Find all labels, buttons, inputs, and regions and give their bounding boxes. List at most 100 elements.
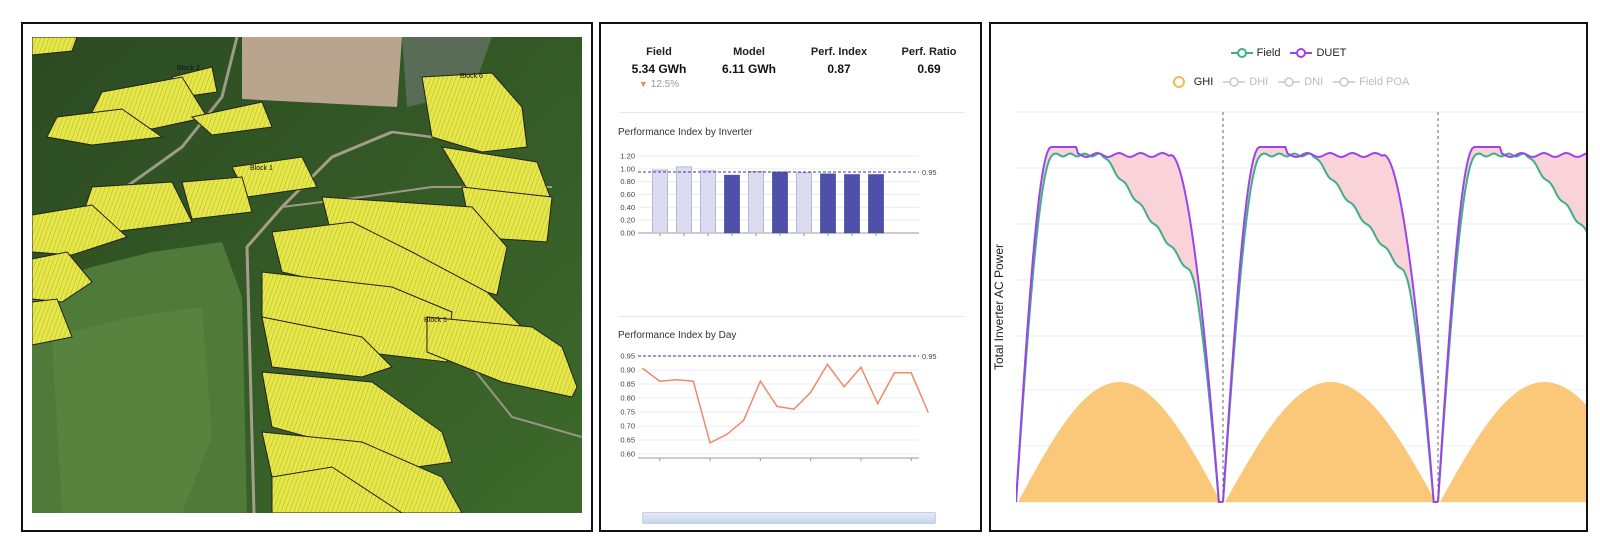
day-point (860, 366, 862, 368)
y-tick-label: 0.90 (620, 366, 635, 375)
divider (619, 112, 964, 113)
legend-circle-icon (1172, 76, 1185, 88)
day-point (759, 380, 762, 382)
duet-series-line (1016, 146, 1223, 503)
reference-label: 0.95 (922, 168, 937, 177)
plot-area (1016, 112, 1586, 503)
road (471, 366, 582, 438)
day-point (910, 372, 913, 374)
kpi-summary: Field 5.34 GWh ▼ 12.5% Model 6.11 GWh Per… (609, 46, 974, 106)
inverter-bar (676, 166, 692, 234)
ac-power-panel: Total Inverter AC Power Field DUET GHI D… (989, 22, 1588, 532)
legend-label: DNI (1304, 76, 1324, 88)
day-point (809, 391, 812, 394)
field-series-line (1222, 152, 1438, 503)
legend-line-icon (1223, 77, 1246, 87)
day-point (876, 402, 879, 405)
y-tick-label: 1.00 (620, 164, 635, 173)
day-point (843, 386, 845, 388)
inverter-bar (844, 174, 860, 234)
divider (619, 316, 964, 317)
inverter-bar (724, 174, 740, 234)
performance-kpi-panel: Field 5.34 GWh ▼ 12.5% Model 6.11 GWh Per… (599, 22, 982, 532)
kpi-label: Perf. Index (810, 46, 868, 58)
day-series-line (642, 363, 929, 444)
down-triangle-icon: ▼ (638, 79, 648, 89)
inverter-bar-chart: 1.20 1.00 0.80 0.60 0.40 0.20 0.00 0.95 (620, 152, 937, 238)
ghi-area (1440, 382, 1586, 502)
legend-line-icon (1230, 48, 1253, 58)
legend-top: Field DUET (991, 47, 1586, 59)
inverter-chart-title: Performance Index by Inverter (618, 127, 753, 138)
day-point (658, 380, 661, 382)
legend-item-field[interactable]: Field (1230, 47, 1281, 59)
inverter-bar (820, 173, 836, 234)
day-point (826, 363, 829, 366)
range-scrollbar[interactable] (642, 512, 936, 524)
day-point (893, 372, 896, 374)
day-point (692, 380, 695, 382)
day-point (675, 379, 678, 381)
satellite-map[interactable]: Block 2 Block 6 Block 1 Block 5 (32, 37, 582, 513)
legend-label: DUET (1316, 47, 1347, 59)
day-point (927, 411, 929, 413)
day-point (709, 442, 711, 444)
ghi-area (1018, 382, 1221, 502)
day-point (726, 433, 728, 436)
legend-label: Field POA (1359, 76, 1410, 88)
block-label: Block 1 (250, 165, 273, 172)
ghi-area (1225, 382, 1436, 502)
y-tick-label: 0.40 (620, 203, 635, 212)
day-point (642, 367, 644, 370)
legend-label: Field (1256, 47, 1281, 59)
reference-label: 0.95 (922, 352, 937, 361)
grass-field-light (52, 307, 212, 513)
kpi-perf-index: Perf. Index 0.87 (794, 46, 884, 76)
kpi-value: 6.11 GWh (721, 62, 777, 76)
y-tick-label: 0.60 (620, 190, 635, 199)
kpi-value: 0.87 (827, 62, 851, 76)
block-label: Block 2 (177, 65, 200, 72)
legend-item-duet[interactable]: DUET (1290, 47, 1346, 59)
satellite-map-panel[interactable]: Block 2 Block 6 Block 1 Block 5 (21, 22, 593, 532)
y-tick-label: 0.95 (620, 352, 635, 361)
kpi-label: Field (646, 46, 672, 58)
inverter-bar (700, 170, 716, 234)
day-line-chart: 0.95 0.90 0.85 0.80 0.75 0.70 0.65 0.60 0.95 (620, 352, 937, 461)
y-tick-label: 1.20 (620, 152, 635, 161)
ac-power-chart: Total Inverter AC Power (992, 111, 1586, 503)
duet-series-line (1222, 146, 1438, 503)
legend-item-dhi[interactable]: DHI (1223, 76, 1268, 88)
kpi-perf-ratio: Perf. Ratio 0.69 (884, 46, 974, 76)
field-series-line (1437, 152, 1586, 503)
y-tick-label: 0.80 (620, 177, 635, 186)
kpi-label: Perf. Ratio (901, 46, 957, 58)
inverter-bar (796, 172, 812, 234)
y-tick-label: 0.65 (620, 436, 635, 445)
legend-line-icon (1278, 77, 1301, 87)
legend-item-ghi[interactable]: GHI (1168, 76, 1214, 88)
bare-soil-area (242, 37, 402, 107)
y-tick-label: 0.70 (620, 422, 635, 431)
y-axis-label: Total Inverter AC Power (992, 244, 1006, 370)
kpi-delta: ▼ 12.5% (614, 79, 704, 90)
y-tick-label: 0.80 (620, 394, 635, 403)
kpi-value: 5.34 GWh (631, 62, 687, 76)
legend-line-icon (1290, 48, 1313, 58)
day-chart-title: Performance Index by Day (618, 330, 737, 341)
inverter-bar (748, 170, 764, 234)
legend-label: GHI (1193, 76, 1214, 88)
y-tick-label: 0.00 (620, 229, 635, 238)
legend-item-dni[interactable]: DNI (1278, 76, 1323, 88)
y-tick-label: 0.60 (620, 450, 635, 459)
legend-line-icon (1333, 77, 1356, 87)
kpi-delta-value: 12.5% (650, 79, 680, 90)
block-label: Block 5 (424, 317, 447, 324)
inverter-bar (652, 169, 668, 234)
day-point (793, 408, 795, 410)
solar-arrays (32, 37, 578, 513)
inverter-bar (868, 174, 884, 234)
legend-item-field-poa[interactable]: Field POA (1333, 76, 1409, 88)
block-label: Block 6 (460, 73, 483, 80)
inverter-bar (772, 171, 788, 234)
